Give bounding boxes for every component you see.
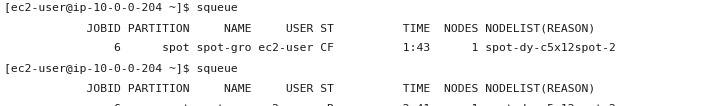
Text: 6      spot spot-gro ec2-user CF          1:43      1 spot-dy-c5x12spot-2: 6 spot spot-gro ec2-user CF 1:43 1 spot-… bbox=[4, 43, 616, 53]
Text: JOBID PARTITION     NAME     USER ST          TIME  NODES NODELIST(REASON): JOBID PARTITION NAME USER ST TIME NODES … bbox=[4, 84, 596, 94]
Text: 6      spot spot-gro ec2-user  R          2:41      1 spot-dy-c5x12spot-2: 6 spot spot-gro ec2-user R 2:41 1 spot-d… bbox=[4, 104, 616, 106]
Text: [ec2-user@ip-10-0-0-204 ~]$ squeue: [ec2-user@ip-10-0-0-204 ~]$ squeue bbox=[4, 3, 238, 13]
Text: [ec2-user@ip-10-0-0-204 ~]$ squeue: [ec2-user@ip-10-0-0-204 ~]$ squeue bbox=[4, 64, 238, 74]
Text: JOBID PARTITION     NAME     USER ST          TIME  NODES NODELIST(REASON): JOBID PARTITION NAME USER ST TIME NODES … bbox=[4, 23, 596, 33]
